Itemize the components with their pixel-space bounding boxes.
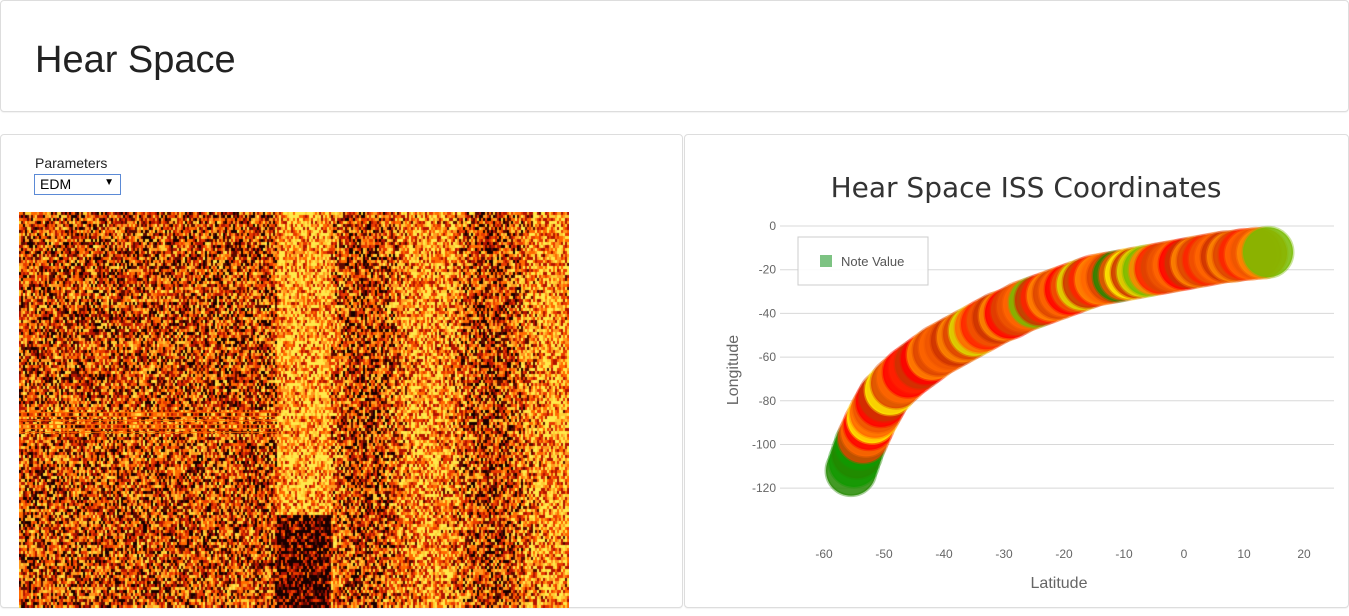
- heatmap-panel: Parameters EDM ▼: [0, 134, 683, 608]
- y-tick-label: -120: [752, 481, 776, 495]
- y-tick-label: -60: [759, 350, 777, 364]
- x-tick-label: -40: [935, 547, 953, 561]
- parameters-select[interactable]: EDM ▼: [34, 174, 121, 195]
- header-panel: Hear Space: [0, 0, 1349, 112]
- y-tick-label: -100: [752, 437, 776, 451]
- data-point[interactable]: [1241, 225, 1295, 279]
- y-axis-label: Longitude: [725, 335, 742, 405]
- parameters-select-value: EDM: [40, 176, 72, 192]
- x-tick-label: 20: [1297, 547, 1311, 561]
- x-tick-label: -30: [995, 547, 1013, 561]
- caret-down-icon: ▼: [104, 177, 114, 188]
- legend-box: [797, 236, 929, 286]
- page-title: Hear Space: [35, 39, 236, 81]
- chart-title: Hear Space ISS Coordinates: [831, 171, 1222, 204]
- x-tick-label: -60: [815, 547, 833, 561]
- legend-swatch: [820, 255, 832, 267]
- x-tick-label: -10: [1115, 547, 1133, 561]
- x-tick-label: 10: [1237, 547, 1251, 561]
- chart-panel: Hear Space ISS Coordinates 0 -20 -40 -60 -80 -…: [684, 134, 1349, 608]
- spectrogram-heatmap: [19, 212, 569, 608]
- x-tick-label: -50: [875, 547, 893, 561]
- x-tick-label: -20: [1055, 547, 1073, 561]
- y-tick-label: -80: [759, 394, 777, 408]
- scatter-chart: Hear Space ISS Coordinates 0 -20 -40 -60 -80 -…: [725, 171, 1334, 592]
- y-tick-label: -20: [759, 263, 777, 277]
- legend-label[interactable]: Note Value: [841, 254, 904, 269]
- x-axis-label: Latitude: [1031, 575, 1088, 592]
- y-tick-label: -40: [759, 306, 777, 320]
- parameters-label: Parameters: [35, 155, 108, 171]
- y-tick-label: 0: [769, 219, 776, 233]
- x-tick-label: 0: [1181, 547, 1188, 561]
